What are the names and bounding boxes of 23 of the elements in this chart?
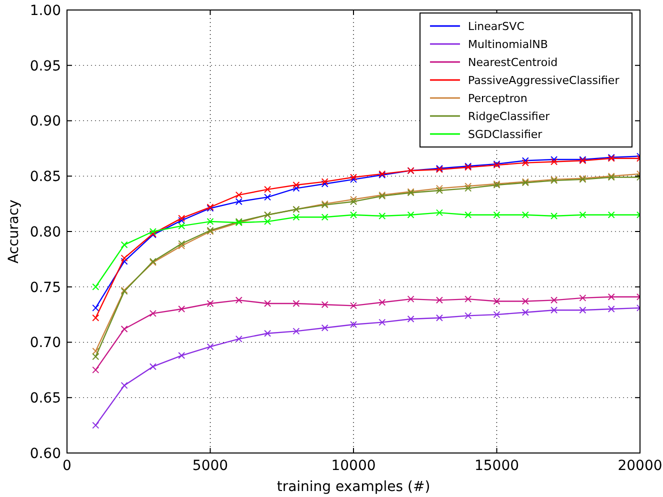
legend-label: PassiveAggressiveClassifier xyxy=(468,74,620,87)
y-tick-label: 1.00 xyxy=(30,2,61,19)
y-tick-label: 0.65 xyxy=(30,390,61,407)
legend-label: RidgeClassifier xyxy=(468,110,550,123)
x-tick-label: 10000 xyxy=(331,458,376,474)
x-axis-title: training examples (#) xyxy=(276,479,430,495)
y-tick-label: 0.80 xyxy=(30,224,61,240)
legend-label: NearestCentroid xyxy=(468,56,558,69)
legend-label: LinearSVC xyxy=(468,20,525,33)
legend-label: MultinomialNB xyxy=(468,38,548,51)
legend-label: Perceptron xyxy=(468,92,528,105)
x-tick-label: 5000 xyxy=(192,458,228,474)
y-axis-title: Accuracy xyxy=(6,200,22,264)
y-tick-label: 0.75 xyxy=(30,280,61,296)
legend-label: SGDClassifier xyxy=(468,128,543,141)
x-tick-label: 20000 xyxy=(618,458,662,474)
y-tick-label: 0.60 xyxy=(30,446,61,462)
y-tick-label: 0.85 xyxy=(30,169,61,186)
y-tick-label: 0.95 xyxy=(30,58,61,74)
x-tick-label: 0 xyxy=(62,458,72,474)
y-tick-label: 0.70 xyxy=(30,335,61,352)
x-tick-label: 15000 xyxy=(474,458,520,474)
y-tick-label: 0.90 xyxy=(30,114,61,130)
